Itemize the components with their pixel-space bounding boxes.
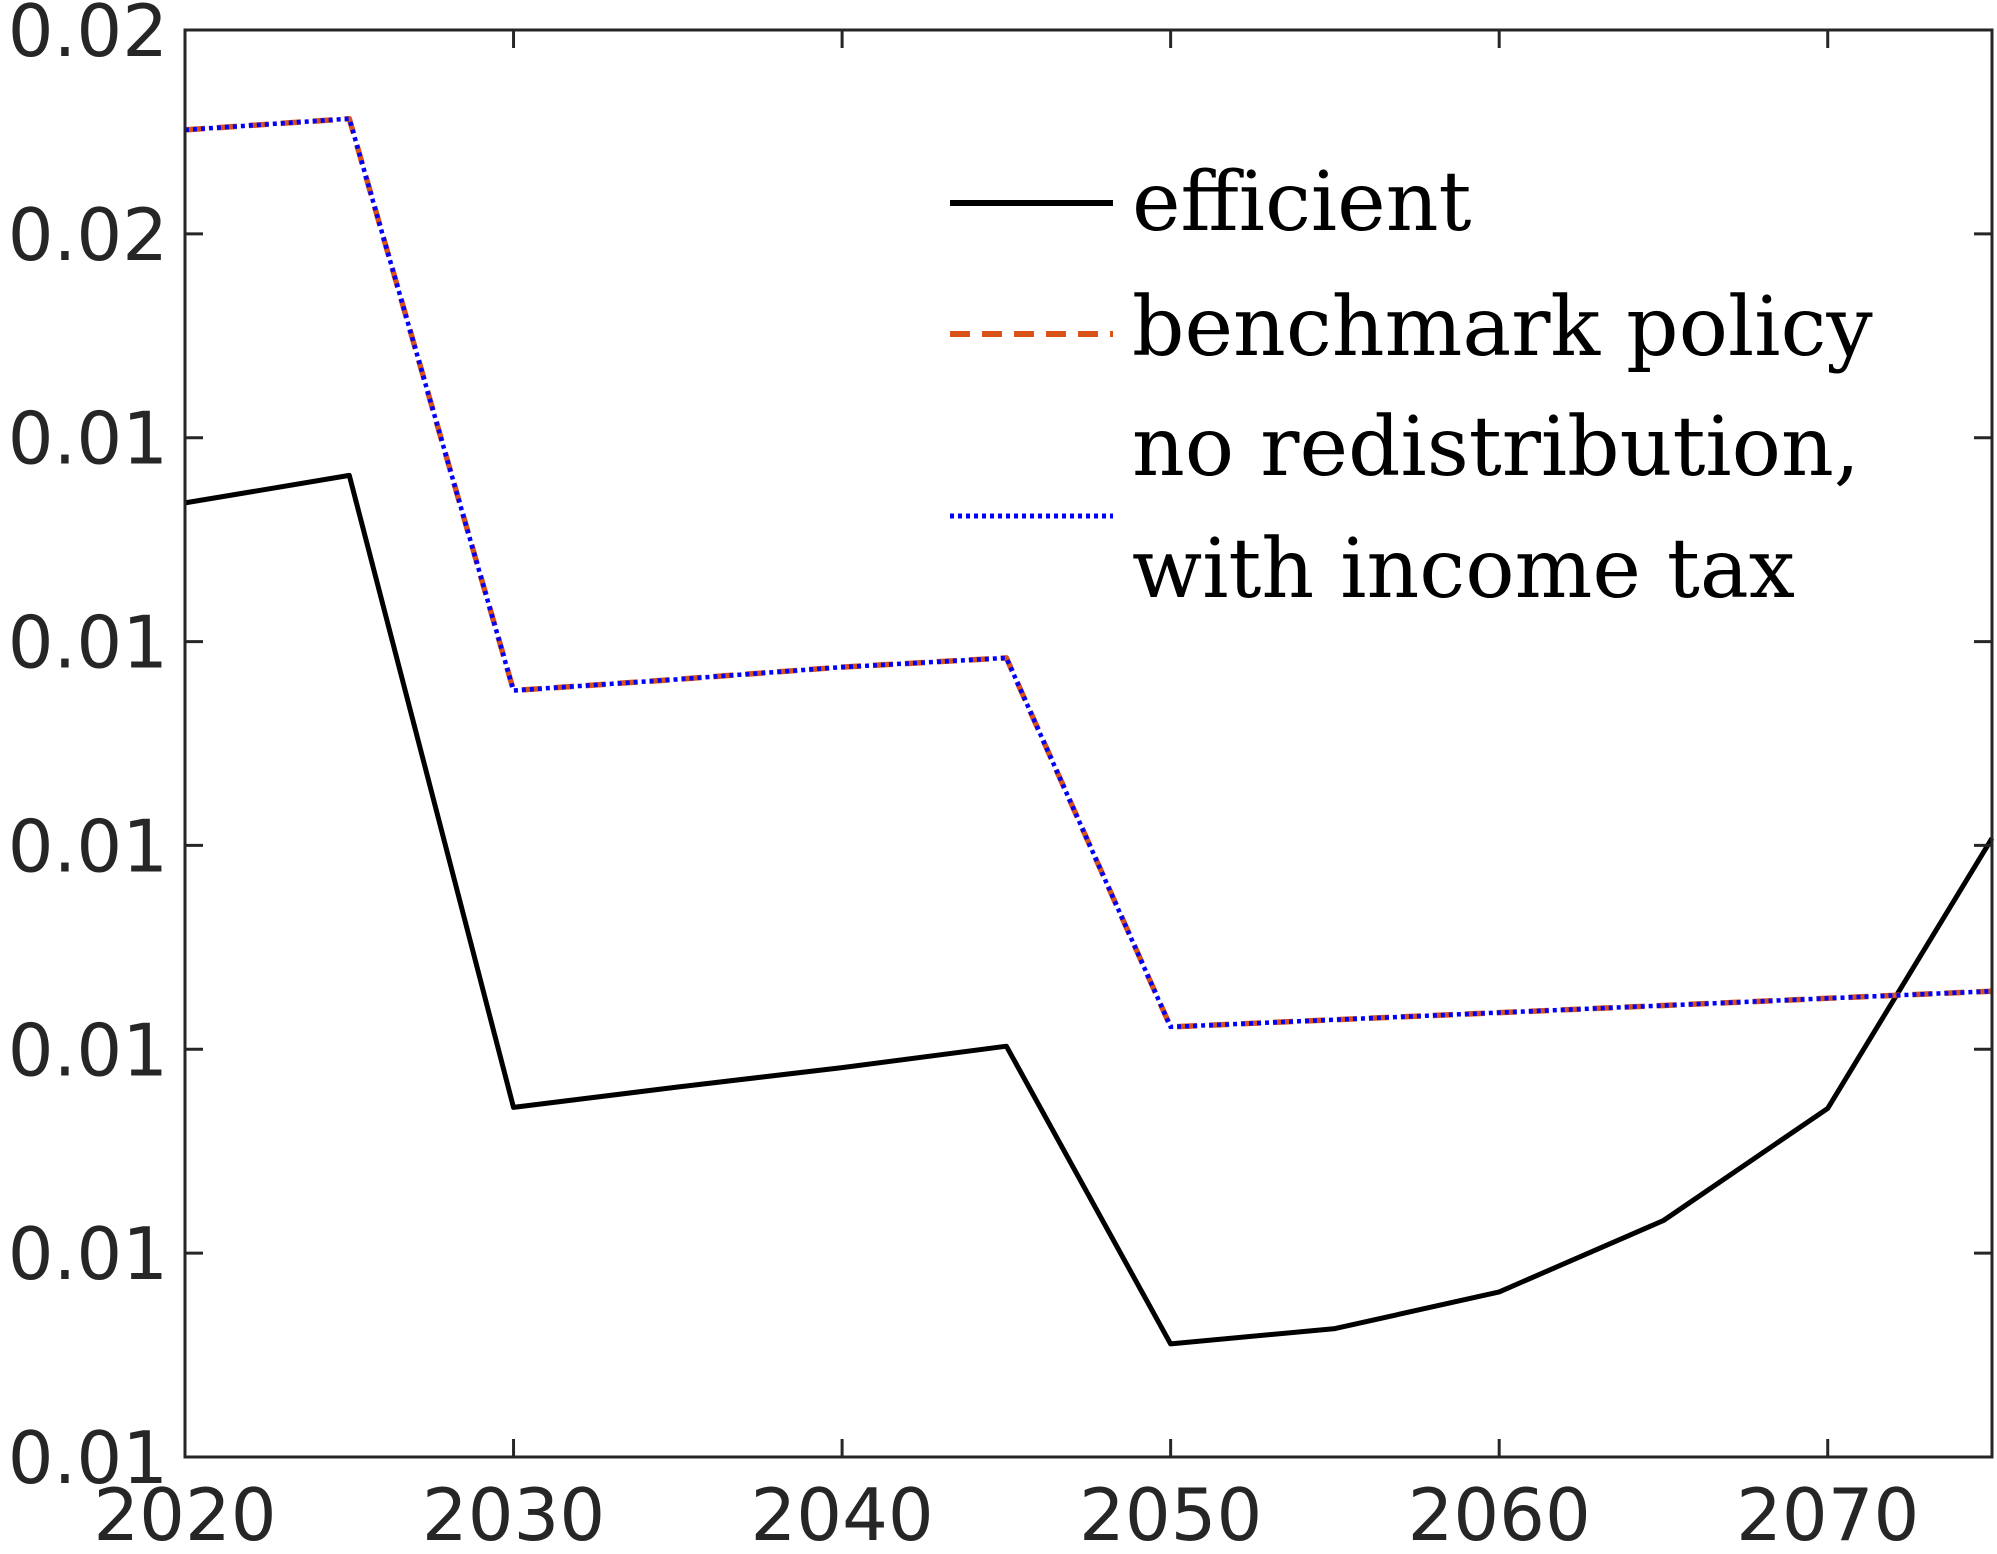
y-tick-label: 0.01	[8, 1008, 168, 1092]
y-tick-label: 0.01	[8, 1212, 168, 1296]
x-tick-label: 2060	[1408, 1473, 1591, 1554]
plot-area-frame	[183, 28, 1994, 1459]
y-tick-label: 0.01	[8, 601, 168, 685]
series-line-2: no redistribution, with income tax	[184, 116, 1993, 1030]
x-tick-label: 2040	[750, 1473, 933, 1554]
y-tick-label: 0.01	[8, 804, 168, 888]
legend: efficient benchmark policy no redistribu…	[950, 155, 1873, 617]
x-tick-label: 2020	[93, 1473, 276, 1554]
legend-label-efficient: efficient	[1132, 155, 1471, 250]
x-tick-label: 2030	[422, 1473, 605, 1554]
y-tick-label: 0.02	[8, 193, 168, 277]
x-tick-label: 2070	[1736, 1473, 1919, 1554]
y-tick-label: 0.02	[8, 0, 168, 73]
axis-ticks	[183, 28, 1992, 1459]
y-tick-label: 0.01	[8, 397, 168, 481]
x-tick-label: 2050	[1079, 1473, 1262, 1554]
y-tick-label: 0.01	[8, 1416, 168, 1500]
legend-label-benchmark-policy: benchmark policy	[1132, 280, 1873, 375]
series-line-0: efficient	[184, 472, 1995, 1347]
legend-label-no-redistribution-line1: no redistribution,	[1132, 400, 1860, 495]
legend-label-no-redistribution-line2: with income tax	[1132, 522, 1795, 617]
axis-tick-labels: 2020 2030 2040 2050 2060 2070 0.01 0.01 0.01 0.01…	[8, 0, 1920, 1554]
